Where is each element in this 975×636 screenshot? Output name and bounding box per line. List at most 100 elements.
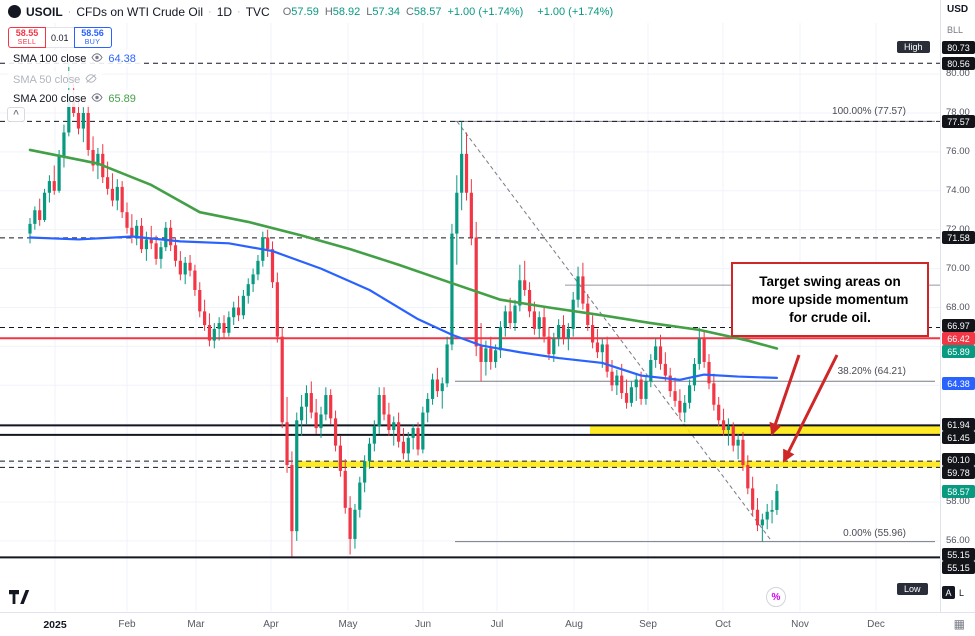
visibility-icon[interactable] — [91, 52, 103, 65]
current-price-badge: 58.57 — [942, 485, 975, 498]
indicator-label: SMA 50 close — [13, 73, 81, 86]
sma200-value-badge: 65.89 — [942, 345, 975, 358]
month-label: Jul — [490, 619, 504, 630]
price-level-badge: 80.56 — [942, 57, 975, 70]
sma100-line — [28, 235, 779, 381]
close-label: C — [405, 5, 414, 18]
visibility-icon[interactable] — [91, 92, 103, 105]
month-label: Dec — [867, 619, 885, 630]
buy-label: BUY — [84, 38, 101, 46]
sell-button[interactable]: 58.55 SELL — [8, 27, 46, 48]
indicator-label: SMA 200 close — [13, 92, 87, 105]
separator: · — [208, 5, 212, 18]
month-label: Sep — [639, 619, 657, 630]
indicator-value: 64.38 — [108, 52, 136, 65]
price-tick: 78.00 — [946, 107, 970, 118]
low-pair: L 57.34 — [366, 6, 400, 18]
fib-label-38: 38.20% (64.21) — [837, 366, 906, 377]
price-tick: 76.00 — [946, 146, 970, 157]
log-scale-toggle[interactable]: L — [959, 588, 965, 598]
low-value: 57.34 — [372, 5, 400, 18]
change-value: +1.00 (+1.74%) — [447, 5, 524, 18]
price-level-badge: 71.58 — [942, 231, 975, 244]
change-value-secondary: +1.00 (+1.74%) — [537, 5, 614, 18]
chart-header: USOIL · CFDs on WTI Crude Oil · 1D · TVC… — [0, 0, 940, 23]
price-level-badge: 60.10 — [942, 453, 975, 466]
price-tick: 70.00 — [946, 263, 970, 274]
separator: · — [67, 5, 72, 18]
price-chart-canvas[interactable] — [0, 0, 940, 612]
price-level-badge: 66.97 — [942, 319, 975, 332]
price-tick: 56.00 — [946, 535, 970, 546]
high-pair: H 58.92 — [325, 6, 360, 18]
month-label: Apr — [263, 619, 279, 630]
axis-unit[interactable]: BLL — [947, 25, 964, 35]
price-level-badge: 55.15 — [942, 561, 975, 574]
low-label: L — [366, 5, 373, 18]
instrument-logo — [8, 5, 21, 18]
sma100-value-badge: 64.38 — [942, 377, 975, 390]
indicator-sma200[interactable]: SMA 200 close 65.89 — [8, 90, 141, 107]
fib-label-0: 0.00% (55.96) — [843, 528, 906, 539]
month-label: Jun — [414, 619, 432, 630]
price-tick: 68.00 — [946, 302, 970, 313]
time-axis[interactable]: 2025 Feb Mar Apr May Jun Jul Aug Sep Oct… — [0, 612, 975, 636]
swing-zones — [295, 425, 940, 468]
month-label: Mar — [187, 619, 205, 630]
annotation-note[interactable]: Target swing areas on more upside moment… — [731, 262, 929, 338]
price-level-badge: 61.45 — [942, 431, 975, 444]
close-pair: C 58.57 — [406, 6, 441, 18]
price-level-badge: 59.78 — [942, 466, 975, 479]
open-pair: O 57.59 — [283, 6, 319, 18]
month-label: Aug — [565, 619, 583, 630]
open-label: O — [282, 5, 292, 18]
exchange-name: TVC — [245, 4, 270, 19]
visibility-off-icon[interactable] — [85, 73, 97, 86]
sma200-line — [28, 148, 779, 350]
axis-currency[interactable]: USD — [947, 4, 969, 15]
separator: · — [237, 5, 241, 18]
price-level-badge: 61.94 — [942, 418, 975, 431]
price-levels — [0, 62, 940, 559]
tradingview-logo[interactable] — [8, 589, 30, 610]
high-value: 58.92 — [332, 5, 361, 18]
symbol-name[interactable]: USOIL — [26, 4, 63, 19]
annotation-arrows — [769, 354, 839, 463]
ohlc-readout: O 57.59 H 58.92 L 57.34 C 58.57 +1.00 (+1.74… — [283, 6, 613, 18]
price-tick: 72.00 — [946, 224, 970, 235]
auto-scale-toggle[interactable]: A — [942, 586, 955, 599]
open-value: 57.59 — [291, 5, 319, 18]
month-label: Oct — [715, 619, 731, 630]
month-label: Feb — [118, 619, 136, 630]
fib-label-100: 100.00% (77.57) — [832, 106, 906, 117]
interval-selector[interactable]: 1D — [216, 4, 233, 19]
percent-change-button[interactable]: % — [766, 587, 786, 607]
chevron-up-icon: ^ — [13, 108, 19, 120]
candles — [28, 59, 779, 557]
percent-icon: % — [771, 591, 781, 603]
indicator-sma100[interactable]: SMA 100 close 64.38 — [8, 50, 141, 67]
high-marker: High — [897, 41, 930, 53]
price-level-badge: 80.73 — [942, 41, 975, 54]
price-level-badge: 55.15 — [942, 548, 975, 561]
month-label: May — [338, 619, 358, 630]
price-tick: 80.00 — [946, 68, 970, 79]
price-tick: 74.00 — [946, 185, 970, 196]
resistance-level-badge: 66.42 — [942, 332, 975, 345]
collapse-indicators-button[interactable]: ^ — [7, 107, 25, 122]
sell-label: SELL — [17, 38, 37, 46]
price-axis[interactable]: USD BLL 80.00 78.00 76.00 74.00 72.00 70… — [940, 0, 975, 612]
indicator-value: 65.89 — [108, 92, 136, 105]
close-value: 58.57 — [413, 5, 442, 18]
indicator-sma50[interactable]: SMA 50 close — [8, 71, 103, 88]
indicator-label: SMA 100 close — [13, 52, 87, 65]
sell-price: 58.55 — [15, 28, 39, 39]
spread-value: 0.01 — [46, 27, 74, 48]
trade-panel: 58.55 SELL 0.01 58.56 BUY — [8, 27, 112, 48]
month-label: 2025 — [43, 619, 67, 631]
buy-price: 58.56 — [81, 28, 104, 39]
month-label: Nov — [791, 619, 809, 630]
buy-button[interactable]: 58.56 BUY — [73, 27, 112, 48]
calendar-icon[interactable]: ▦ — [953, 617, 965, 631]
